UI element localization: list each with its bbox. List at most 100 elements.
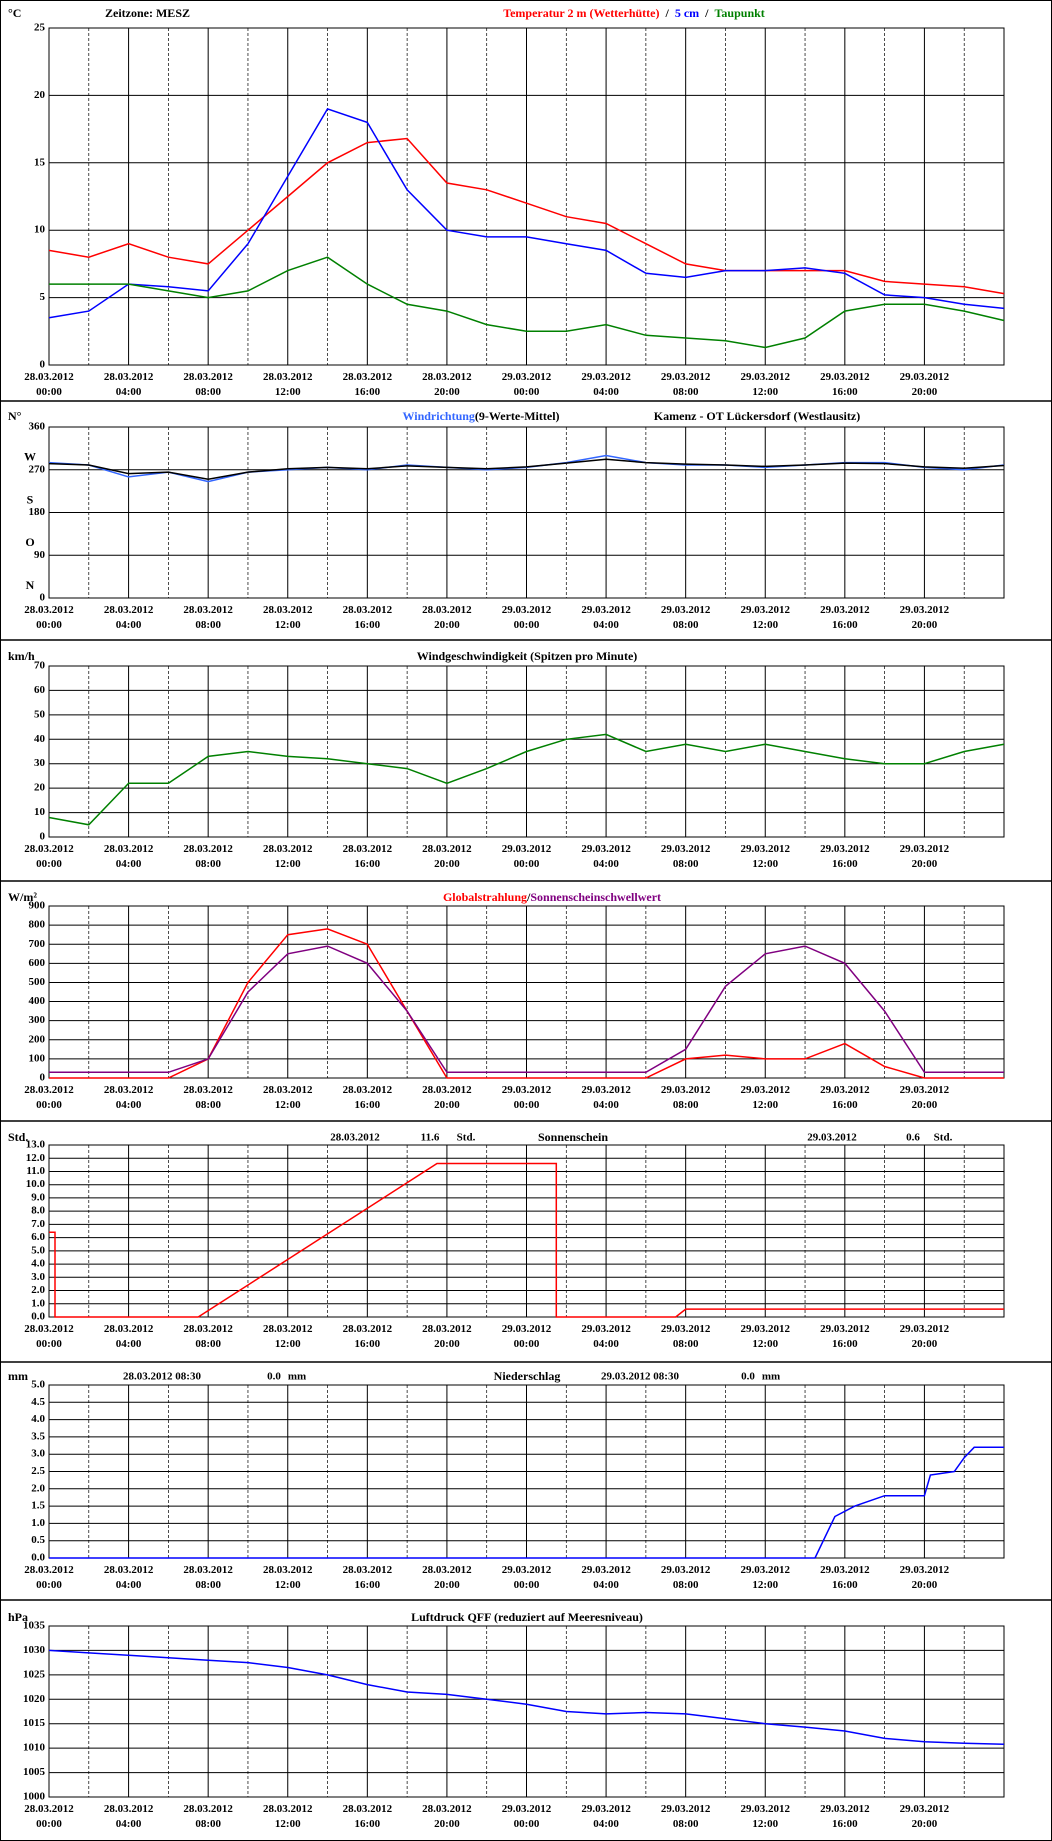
y-tick-label: 8.0 [31, 1205, 45, 1217]
x-tick-label-line: 00:00 [514, 1099, 540, 1111]
y-tick-label: 1025 [23, 1668, 46, 1680]
x-tick-label-line: 16:00 [354, 1579, 380, 1591]
x-tick-label-line: 29.03.2012 [581, 371, 631, 383]
y-tick-label: 1015 [23, 1717, 46, 1729]
x-tick-label-line: 08:00 [673, 1099, 699, 1111]
x-tick-label-line: 29.03.2012 [900, 843, 950, 855]
data-line [49, 945, 1004, 1074]
x-tick-label-line: 16:00 [832, 1099, 858, 1111]
x-tick-label-line: 12:00 [752, 1579, 778, 1591]
x-tick-label-line: 29.03.2012 [502, 843, 552, 855]
x-tick-label-line: 28.03.2012 [183, 1803, 233, 1815]
y-tick-label: 1005 [23, 1766, 46, 1778]
x-tick-label-line: 04:00 [116, 1579, 142, 1591]
annotation: 11.6 [421, 1132, 440, 1144]
x-tick-label-line: 00:00 [36, 858, 62, 870]
x-tick-label-line: 28.03.2012 [183, 604, 233, 616]
x-tick-label-line: 16:00 [354, 1338, 380, 1350]
x-tick-label-line: 08:00 [195, 619, 221, 631]
x-tick-label: 28.03.2012 00:00 [24, 1084, 74, 1111]
x-tick-label-line: 08:00 [673, 619, 699, 631]
x-tick-label-line: 08:00 [195, 858, 221, 870]
x-tick-label-line: 29.03.2012 [661, 604, 711, 616]
x-tick-label-line: 28.03.2012 [263, 1803, 313, 1815]
x-tick-label-line: 28.03.2012 [183, 1564, 233, 1576]
x-tick-label-line: 29.03.2012 [900, 1803, 950, 1815]
x-tick-label: 29.03.2012 08:00 [661, 1803, 711, 1830]
x-tick-label-line: 28.03.2012 [263, 843, 313, 855]
x-tick-label-line: 20:00 [912, 619, 938, 631]
x-tick-label: 28.03.2012 00:00 [24, 1564, 74, 1591]
annotation: 0.0 [267, 1371, 281, 1383]
x-tick-label-line: 29.03.2012 [581, 843, 631, 855]
x-tick-label: 29.03.2012 12:00 [741, 843, 791, 870]
y-tick-label: 200 [29, 1033, 46, 1045]
x-tick-label-line: 29.03.2012 [900, 1084, 950, 1096]
y-tick-label: 1.0 [31, 1297, 45, 1309]
y-unit: W/m² [8, 890, 37, 904]
x-tick-label: 29.03.2012 04:00 [581, 1084, 631, 1111]
x-tick-label-line: 29.03.2012 [502, 1084, 552, 1096]
x-tick-label: 28.03.2012 08:00 [183, 1803, 233, 1830]
x-tick-label-line: 00:00 [514, 1579, 540, 1591]
x-tick-label: 28.03.2012 04:00 [104, 1323, 154, 1350]
x-tick-label-line: 12:00 [275, 1099, 301, 1111]
x-tick-label-line: 29.03.2012 [661, 1564, 711, 1576]
direction-label: S [27, 492, 34, 506]
x-tick-label-line: 28.03.2012 [104, 1803, 154, 1815]
x-tick-label: 28.03.2012 00:00 [24, 1803, 74, 1830]
x-tick-label-line: 29.03.2012 [502, 1564, 552, 1576]
x-tick-label: 28.03.2012 12:00 [263, 1564, 313, 1591]
y-unit: hPa [8, 1610, 28, 1624]
y-tick-label: 180 [29, 506, 46, 518]
x-tick-label-line: 00:00 [36, 1338, 62, 1350]
x-tick-label-line: 16:00 [832, 1579, 858, 1591]
y-tick-label: 70 [34, 660, 46, 672]
x-tick-label: 29.03.2012 08:00 [661, 371, 711, 398]
annotation: mm [762, 1371, 780, 1383]
y-tick-label: 13.0 [26, 1139, 46, 1151]
x-tick-label-line: 28.03.2012 [343, 1564, 393, 1576]
y-unit: Std. [8, 1130, 28, 1144]
x-tick-label-line: 28.03.2012 [422, 1323, 472, 1335]
x-tick-label: 29.03.2012 16:00 [820, 1084, 870, 1111]
x-tick-label-line: 28.03.2012 [422, 371, 472, 383]
y-tick-label: 10 [34, 224, 46, 236]
x-tick-label-line: 28.03.2012 [183, 843, 233, 855]
chart-title: Windgeschwindigkeit (Spitzen pro Minute) [417, 649, 638, 663]
x-tick-label: 28.03.2012 16:00 [343, 1323, 393, 1350]
x-tick-label-line: 29.03.2012 [741, 1803, 791, 1815]
x-tick-label-line: 16:00 [832, 1818, 858, 1830]
x-tick-label-line: 04:00 [116, 858, 142, 870]
x-tick-label-line: 28.03.2012 [422, 1084, 472, 1096]
x-tick-label: 29.03.2012 12:00 [741, 1803, 791, 1830]
x-tick-label-line: 28.03.2012 [24, 1323, 74, 1335]
x-tick-label-line: 12:00 [752, 1099, 778, 1111]
x-tick-label: 28.03.2012 00:00 [24, 843, 74, 870]
x-tick-label: 29.03.2012 16:00 [820, 371, 870, 398]
data-line [49, 1446, 1004, 1559]
x-tick-label: 28.03.2012 16:00 [343, 1564, 393, 1591]
x-tick-label: 29.03.2012 04:00 [581, 843, 631, 870]
y-tick-label: 1.5 [31, 1500, 45, 1512]
x-tick-label-line: 28.03.2012 [263, 1323, 313, 1335]
x-tick-label-line: 28.03.2012 [422, 1564, 472, 1576]
x-tick-label-line: 28.03.2012 [343, 1084, 393, 1096]
x-tick-label-line: 20:00 [434, 619, 460, 631]
x-tick-label: 29.03.2012 04:00 [581, 371, 631, 398]
legend-separator: / [665, 6, 670, 20]
x-tick-label-line: 29.03.2012 [502, 604, 552, 616]
x-tick-label-line: 29.03.2012 [741, 1323, 791, 1335]
x-tick-label-line: 12:00 [752, 858, 778, 870]
annotation: 29.03.2012 08:30 [601, 1371, 679, 1383]
x-tick-label: 28.03.2012 04:00 [104, 1084, 154, 1111]
data-line [48, 458, 1005, 481]
x-tick-label-line: 00:00 [36, 1099, 62, 1111]
legend-label: Windrichtung [402, 409, 474, 423]
x-tick-label-line: 28.03.2012 [343, 1803, 393, 1815]
x-tick-label: 29.03.2012 00:00 [502, 1084, 552, 1111]
x-tick-label-line: 29.03.2012 [581, 1323, 631, 1335]
title-text: Sonnenschein [538, 1130, 608, 1144]
x-tick-label-line: 04:00 [593, 1579, 619, 1591]
